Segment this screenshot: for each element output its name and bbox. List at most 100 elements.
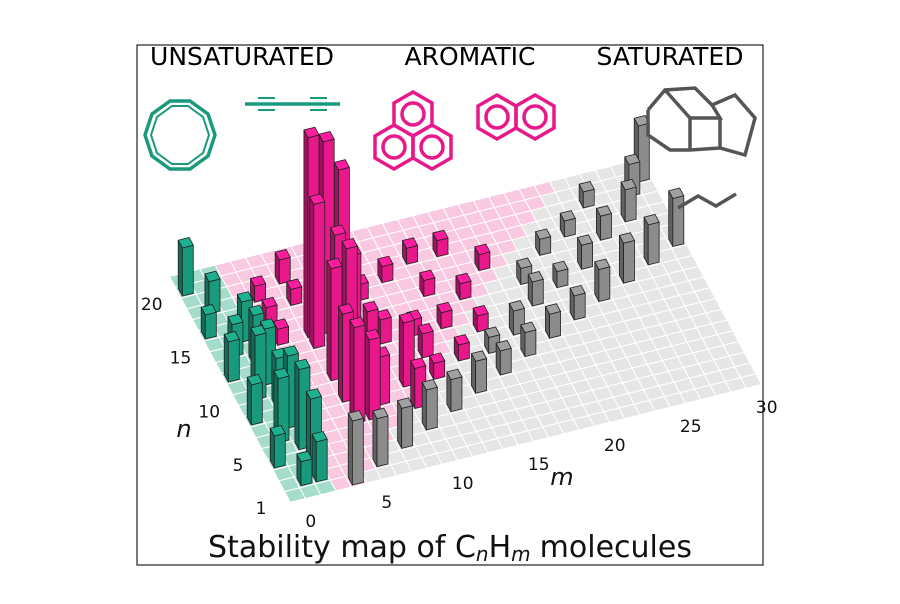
bar xyxy=(552,260,569,289)
bar-front-face xyxy=(582,188,595,209)
bar-front-face xyxy=(425,386,438,431)
bar xyxy=(527,271,544,307)
bar-front-face xyxy=(315,438,328,483)
bar xyxy=(620,178,637,223)
bar xyxy=(472,304,489,333)
bar-front-face xyxy=(277,326,289,346)
bar xyxy=(668,187,685,248)
bars xyxy=(177,115,685,487)
bar xyxy=(544,303,562,339)
bar-top-face xyxy=(309,193,326,205)
bar-front-face xyxy=(563,217,576,238)
bar-top-face xyxy=(177,237,194,249)
bar xyxy=(294,358,311,451)
bar xyxy=(401,237,419,265)
bar-front-face xyxy=(250,381,263,426)
bar-top-face xyxy=(453,334,470,346)
bar-top-face xyxy=(595,205,613,217)
bar-top-face xyxy=(330,224,347,236)
bar-front-face xyxy=(433,360,446,380)
bar xyxy=(578,180,595,209)
bar-top-face xyxy=(274,248,291,261)
bar-top-face xyxy=(624,153,641,166)
bar xyxy=(595,205,613,241)
bar-top-face xyxy=(421,379,438,391)
bar xyxy=(249,275,267,303)
bar-top-face xyxy=(484,326,501,338)
bar-front-face xyxy=(401,405,414,449)
bar-top-face xyxy=(643,213,660,226)
bar-top-face xyxy=(272,318,290,330)
bar-top-face xyxy=(576,234,594,246)
bar-top-face xyxy=(527,271,544,283)
bar xyxy=(311,430,328,483)
bar-top-face xyxy=(633,115,650,127)
bar-top-face xyxy=(249,275,267,287)
bar-front-face xyxy=(353,324,366,425)
bar xyxy=(643,213,660,266)
title-part: molecules xyxy=(540,530,692,565)
bar-top-face xyxy=(364,328,381,341)
bar-front-face xyxy=(624,186,637,223)
bar-front-face xyxy=(406,245,418,265)
bar-left-face xyxy=(398,315,404,388)
aromatic-icons xyxy=(373,89,556,172)
bar-top-face xyxy=(248,304,265,317)
bar-front-face xyxy=(440,309,453,330)
bar-top-face xyxy=(341,237,358,250)
title-sub: m xyxy=(511,542,530,566)
bar xyxy=(446,368,463,413)
bar-left-face xyxy=(309,196,315,349)
bar-top-face xyxy=(305,388,323,400)
bar xyxy=(377,255,394,284)
bar-top-face xyxy=(296,450,313,463)
bar-front-face xyxy=(450,376,463,413)
chart-title: Stability map of CnHm molecules xyxy=(208,530,692,566)
bar-top-face xyxy=(236,291,254,303)
bar xyxy=(559,210,576,238)
bar-left-face xyxy=(177,240,183,297)
bar-top-face xyxy=(303,126,320,139)
bar-top-face xyxy=(429,352,446,364)
bar xyxy=(594,258,611,303)
bar-left-face xyxy=(372,410,378,467)
bar-left-face xyxy=(364,331,370,421)
bar-top-face xyxy=(668,187,685,199)
bar-front-face xyxy=(623,239,635,284)
bar-top-face xyxy=(347,410,364,422)
legend-aromatic: AROMATIC xyxy=(405,42,536,71)
bar-front-face xyxy=(539,236,552,256)
bar-top-face xyxy=(516,257,533,269)
bar xyxy=(246,374,263,426)
x-tick-label: 30 xyxy=(756,398,778,418)
bar-front-face xyxy=(421,330,434,359)
bar-top-face xyxy=(578,180,595,193)
legend-saturated: SATURATED xyxy=(597,42,744,71)
bar-top-face xyxy=(474,243,491,256)
bar-top-face xyxy=(396,397,414,409)
bar-front-face xyxy=(499,347,512,376)
bar xyxy=(200,304,217,340)
bar xyxy=(269,425,286,469)
bar xyxy=(429,352,446,380)
unsaturated-icons xyxy=(143,97,340,171)
bar-top-face xyxy=(259,318,277,330)
bar-front-face xyxy=(436,237,449,258)
bar-front-face xyxy=(423,277,436,298)
bar-left-face xyxy=(326,260,332,381)
bar-top-face xyxy=(544,303,562,315)
bar-front-face xyxy=(278,256,291,285)
bar xyxy=(618,232,636,284)
bar-top-face xyxy=(398,312,415,324)
bar-front-face xyxy=(381,263,394,284)
bar-front-face xyxy=(581,242,593,270)
bar-top-face xyxy=(318,130,335,143)
bar-front-face xyxy=(181,244,194,297)
bar-top-face xyxy=(286,278,303,290)
bar-top-face xyxy=(204,270,221,283)
x-tick-label: 10 xyxy=(452,474,474,494)
bar xyxy=(349,316,366,425)
x-tick-label: 0 xyxy=(305,512,316,532)
y-tick-label: 20 xyxy=(141,295,163,315)
